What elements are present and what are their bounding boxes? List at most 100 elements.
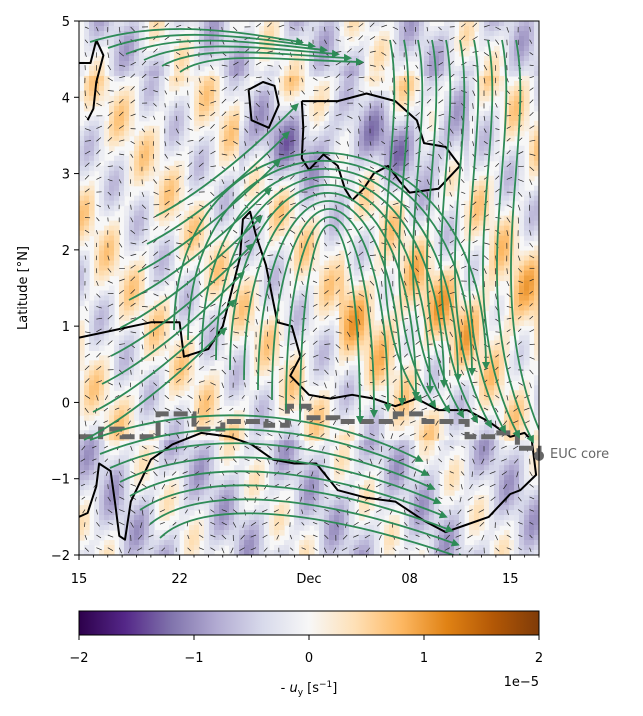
heatmap-cell (199, 350, 205, 356)
heatmap-cell (199, 160, 205, 167)
heatmap-cell (184, 225, 190, 232)
heatmap-cell (484, 205, 490, 212)
heatmap-cell (169, 195, 175, 202)
heatmap-cell (304, 200, 310, 207)
heatmap-cell (509, 30, 515, 37)
heatmap-cell (109, 40, 115, 47)
heatmap-cell (234, 205, 240, 212)
heatmap-cell (289, 340, 295, 346)
heatmap-cell (159, 285, 165, 292)
heatmap-cell (304, 25, 310, 32)
heatmap-cell (224, 150, 230, 157)
heatmap-cell (534, 130, 539, 137)
heatmap-cell (259, 285, 265, 292)
heatmap-cell (314, 225, 320, 232)
heatmap-cell (204, 345, 210, 351)
heatmap-cell (109, 305, 115, 312)
heatmap-cell (324, 135, 330, 142)
heatmap-cell (299, 130, 305, 137)
heatmap-cell (404, 35, 410, 42)
heatmap-cell (199, 150, 205, 157)
heatmap-cell (264, 140, 270, 147)
heatmap-cell (394, 135, 400, 142)
heatmap-cell (504, 230, 510, 237)
heatmap-cell (259, 85, 265, 92)
heatmap-cell (279, 260, 285, 267)
heatmap-cell (349, 180, 355, 187)
heatmap-cell (284, 21, 290, 27)
heatmap-cell (489, 285, 495, 292)
heatmap-cell (454, 65, 460, 72)
heatmap-cell (449, 50, 455, 57)
heatmap-cell (124, 295, 130, 302)
heatmap-cell (349, 100, 355, 107)
heatmap-cell (444, 225, 450, 232)
heatmap-cell (179, 50, 185, 57)
heatmap-cell (214, 230, 220, 237)
heatmap-cell (199, 95, 205, 102)
heatmap-cell (309, 250, 315, 257)
heatmap-cell (489, 130, 495, 137)
heatmap-cell (309, 145, 315, 152)
heatmap-cell (124, 265, 130, 272)
heatmap-cell (189, 250, 195, 257)
heatmap-cell (229, 65, 235, 72)
heatmap-cell (109, 45, 115, 52)
heatmap-cell (159, 65, 165, 72)
heatmap-cell (294, 50, 300, 57)
heatmap-cell (269, 30, 275, 37)
heatmap-cell (459, 120, 465, 127)
heatmap-cell (289, 265, 295, 272)
heatmap-cell (404, 85, 410, 92)
heatmap-cell (509, 175, 515, 182)
heatmap-cell (344, 110, 350, 117)
heatmap-cell (339, 355, 345, 361)
heatmap-cell (144, 145, 150, 152)
heatmap-cell (144, 140, 150, 147)
heatmap-cell (444, 310, 450, 317)
heatmap-cell (469, 85, 475, 92)
heatmap-cell (99, 275, 105, 282)
heatmap-cell (139, 305, 145, 312)
heatmap-cell (364, 140, 370, 147)
heatmap-cell (239, 350, 245, 356)
heatmap-cell (434, 270, 440, 277)
heatmap-cell (174, 160, 180, 167)
heatmap-cell (509, 35, 515, 42)
heatmap-cell (294, 165, 300, 172)
heatmap-cell (184, 310, 190, 317)
heatmap-cell (79, 185, 85, 192)
heatmap-cell (369, 315, 375, 322)
heatmap-cell (494, 140, 500, 147)
heatmap-cell (329, 255, 335, 262)
heatmap-cell (344, 280, 350, 287)
heatmap-cell (174, 50, 180, 57)
heatmap-cell (414, 215, 420, 222)
heatmap-cell (189, 245, 195, 252)
heatmap-cell (519, 220, 525, 227)
heatmap-cell (469, 140, 475, 147)
heatmap-cell (319, 70, 325, 77)
heatmap-cell (514, 21, 520, 27)
heatmap-cell (234, 90, 240, 97)
heatmap-cell (494, 225, 500, 232)
heatmap-cell (219, 285, 225, 292)
heatmap-cell (454, 100, 460, 107)
heatmap-cell (229, 180, 235, 187)
heatmap-cell (209, 115, 215, 122)
heatmap-cell (84, 135, 90, 142)
heatmap-cell (474, 270, 480, 277)
heatmap-cell (254, 105, 260, 112)
heatmap-cell (379, 135, 385, 142)
heatmap-cell (104, 205, 110, 212)
heatmap-cell (494, 105, 500, 112)
heatmap-cell (354, 150, 360, 157)
heatmap-cell (224, 255, 230, 262)
heatmap-cell (354, 275, 360, 282)
heatmap-cell (464, 21, 470, 27)
heatmap-cell (524, 315, 530, 322)
heatmap-cell (494, 120, 500, 127)
heatmap-cell (159, 305, 165, 312)
heatmap-cell (519, 230, 525, 237)
heatmap-cell (464, 315, 470, 322)
